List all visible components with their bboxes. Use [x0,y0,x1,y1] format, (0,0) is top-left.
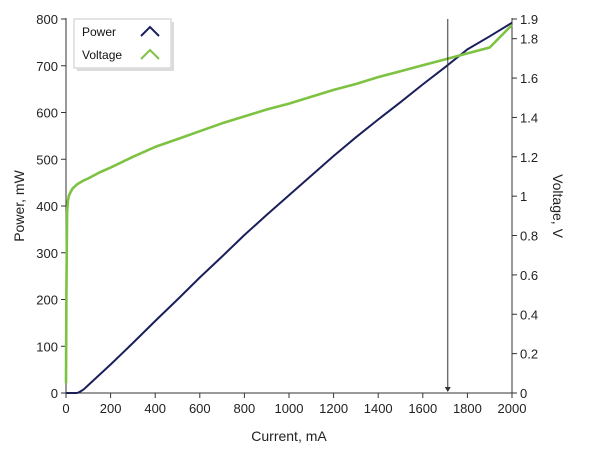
series-voltage-line [64,23,513,384]
y2-tick-label: 1.2 [520,150,538,165]
y-tick-label: 100 [36,339,58,354]
y2-tick-label: 0.8 [520,229,538,244]
y-tick-label: 0 [51,386,58,401]
y2-tick-label: 1 [520,189,527,204]
x-tick-label: 1400 [364,401,393,416]
y-tick-label: 800 [36,12,58,27]
left-y-axis-title: Power, mW [11,169,27,241]
x-axis-title: Current, mA [251,428,327,444]
series-layer [64,21,513,394]
x-tick-label: 2000 [498,401,527,416]
y2-tick-label: 0.2 [520,347,538,362]
y2-tick-label: 1.4 [520,110,538,125]
y2-tick-label: 1.6 [520,71,538,86]
legend-box [73,18,172,69]
x-tick-label: 600 [189,401,211,416]
y-tick-label: 600 [36,106,58,121]
x-tick-label: 1800 [453,401,482,416]
y2-tick-label: 0 [520,386,527,401]
right-y-axis-ticks: 0 0.2 0.4 0.6 0.8 1 1.2 1.4 1.6 1.8 1.9 [512,12,538,401]
y2-tick-label: 1.8 [520,32,538,47]
x-axis-ticks: 0 200 400 600 800 1000 1200 1400 1600 1800 2000 [62,393,526,416]
y-tick-label: 700 [36,59,58,74]
legend-label-power: Power [82,25,116,39]
legend-swatch-voltage [140,48,160,60]
cursor-layer[interactable] [444,19,451,392]
x-tick-label: 1000 [275,401,304,416]
y-tick-label: 500 [36,152,58,167]
legend-shadow-right [171,22,174,71]
x-tick-label: 800 [234,401,256,416]
y2-tick-label: 0.6 [520,268,538,283]
left-y-axis-ticks: 0 100 200 300 400 500 600 700 800 [36,12,66,401]
y2-tick-label: 0.4 [520,307,538,322]
x-tick-label: 1200 [319,401,348,416]
x-tick-label: 1600 [408,401,437,416]
legend[interactable]: Power Voltage [73,18,174,71]
right-y-axis-title: Voltage, V [550,174,566,238]
y-tick-label: 200 [36,293,58,308]
y-tick-label: 300 [36,246,58,261]
x-tick-label: 400 [144,401,166,416]
y2-tick-label: 1.9 [520,12,538,27]
cursor-arrow-icon [444,387,451,392]
y-tick-label: 400 [36,199,58,214]
x-tick-label: 200 [100,401,122,416]
legend-label-voltage: Voltage [82,48,122,62]
series-power-line [66,21,513,394]
x-tick-label: 0 [62,401,69,416]
legend-shadow-bottom [77,68,174,71]
legend-swatch-power [140,25,160,37]
